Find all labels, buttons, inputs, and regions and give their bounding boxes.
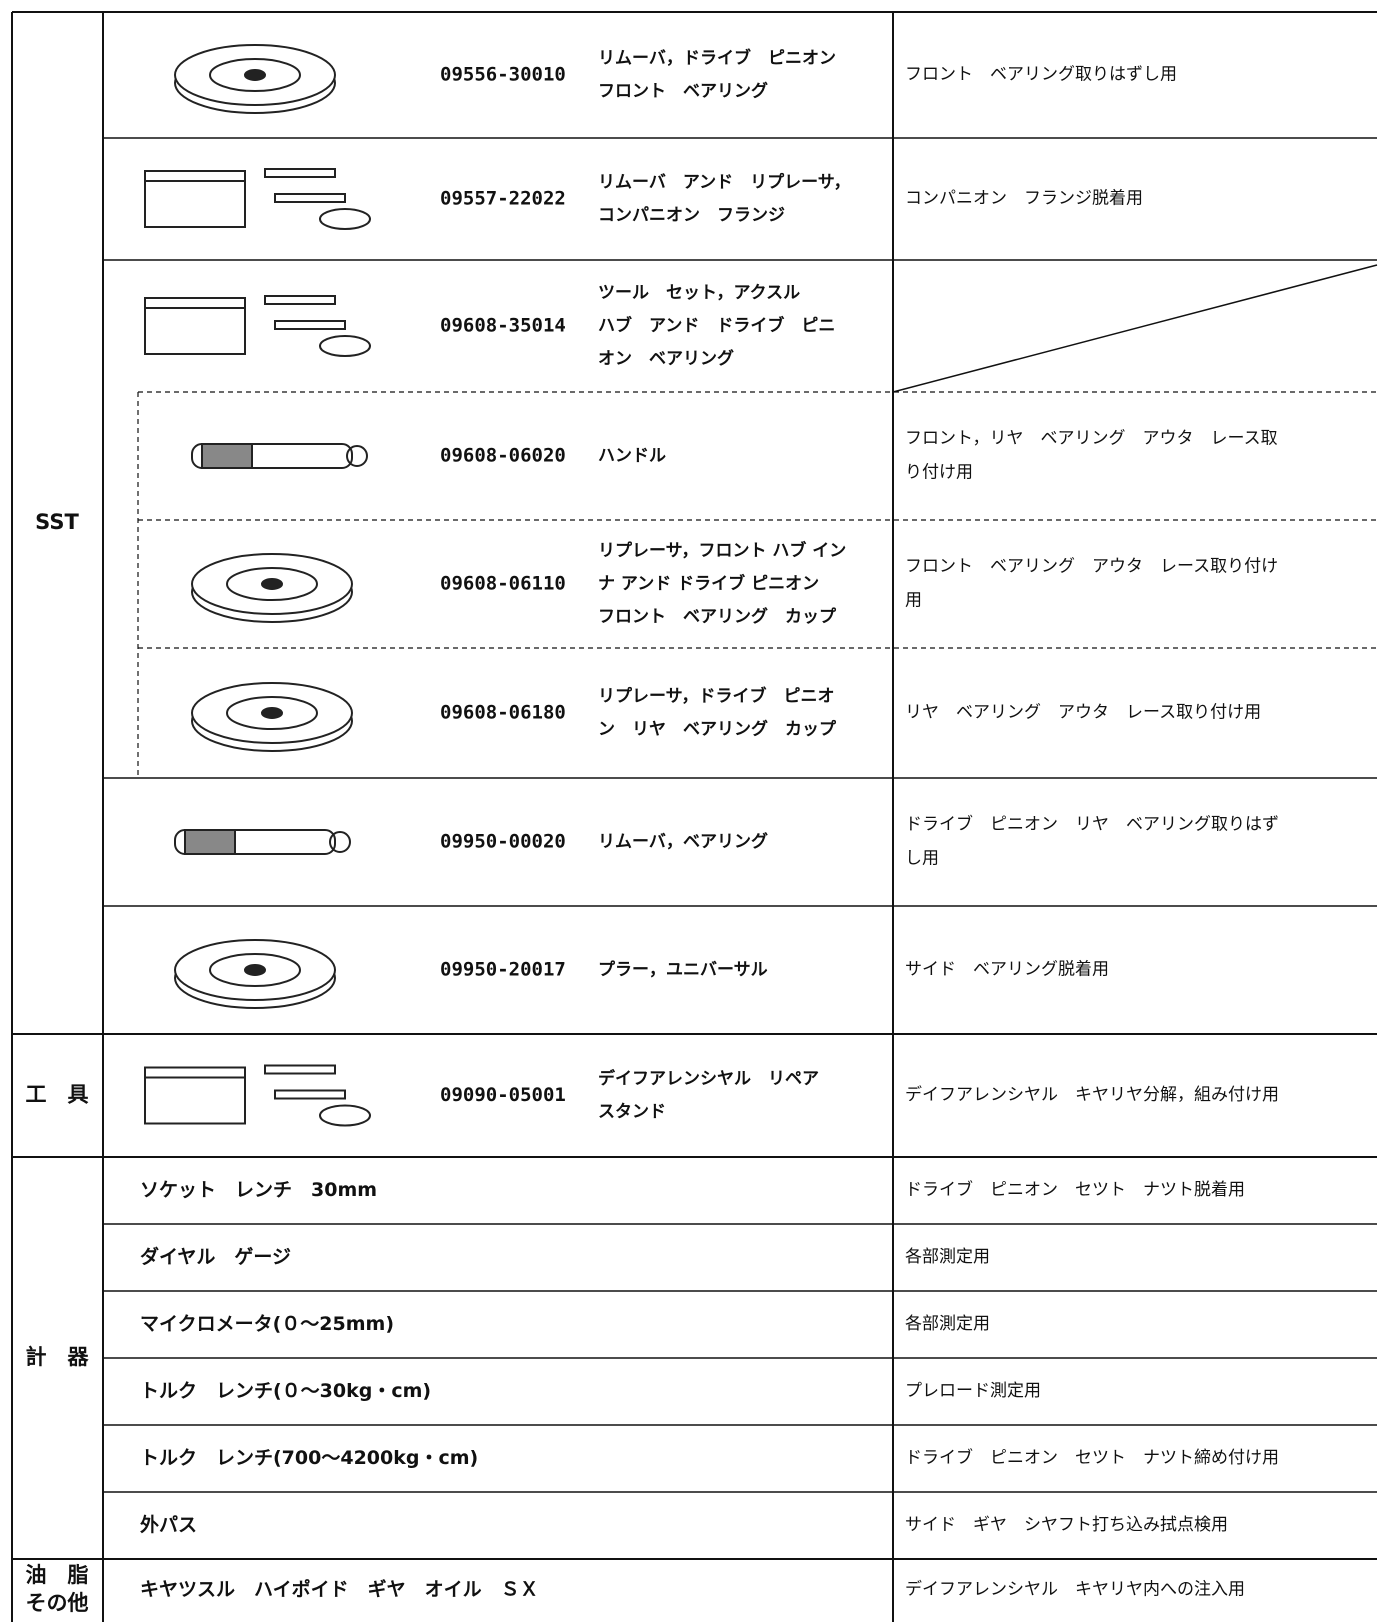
- shape: [346, 445, 368, 467]
- shape: [319, 208, 371, 230]
- cell-text: リムーバ，ベアリング: [598, 831, 768, 852]
- cell-text: フロント，リヤ ベアリング アウタ レース取: [905, 429, 1278, 449]
- tool-illustration: [144, 1064, 371, 1127]
- cell-text: フロント ベアリング アウタ レース取り付け: [905, 557, 1278, 577]
- cell-text: コンパニオン フランジ脱着用: [905, 189, 1143, 209]
- cell-text: 各部測定用: [905, 1247, 990, 1267]
- cell-text: ナ アンド ドライブ ピニオン: [598, 573, 819, 594]
- cell-text: コンパニオン フランジ: [598, 206, 785, 226]
- cell-text: ン リヤ ベアリング カップ: [598, 719, 837, 740]
- cell-text: スタンド: [598, 1102, 666, 1122]
- shape: [261, 578, 283, 590]
- shape: [274, 193, 346, 203]
- cell-text: その他: [26, 1591, 89, 1615]
- shape: [144, 170, 246, 228]
- shape: [264, 1064, 336, 1075]
- shape: [264, 168, 336, 178]
- cell-text: デイフアレンシヤル キヤリヤ分解，組み付け用: [905, 1084, 1279, 1105]
- cell-text: ハンドル: [598, 446, 666, 466]
- cell-text: し用: [905, 849, 939, 869]
- shape: [209, 953, 301, 987]
- shape: [144, 1066, 246, 1125]
- part-number: 09950-20017: [440, 959, 566, 981]
- shape: [209, 58, 301, 92]
- tool-name: ダイヤル ゲージ: [140, 1245, 291, 1268]
- tool-name: キヤツスル ハイポイド ギヤ オイル ＳＸ: [140, 1578, 539, 1601]
- shape: [244, 964, 266, 976]
- cell-text: デイフアレンシヤル キヤリヤ内への注入用: [905, 1579, 1245, 1600]
- shape: [329, 831, 351, 853]
- cell-text: フロント ベアリング取りはずし用: [905, 65, 1177, 85]
- tool-illustration: [174, 939, 336, 1009]
- cell-text: リヤ ベアリング アウタ レース取り付け用: [905, 703, 1261, 723]
- cell-text: ドライブ ピニオン セツト ナツト脱着用: [905, 1179, 1245, 1200]
- part-number: 09557-22022: [440, 188, 566, 210]
- tool-illustration: [144, 168, 371, 230]
- shape: [201, 443, 253, 469]
- cell-text: リプレーサ，フロント ハブ イン: [598, 540, 846, 561]
- cell-text: サイド ギヤ シヤフト打ち込み拭点検用: [905, 1515, 1228, 1535]
- rule: [892, 264, 1378, 393]
- shape: [226, 696, 318, 730]
- shape: [244, 69, 266, 81]
- cell-text: プレロード測定用: [905, 1381, 1041, 1401]
- cell-text: リムーバ，ドライブ ピニオン: [598, 48, 836, 69]
- part-number: 09608-06020: [440, 445, 566, 467]
- part-number: 09556-30010: [440, 64, 566, 86]
- part-number: 09950-00020: [440, 831, 566, 853]
- shape: [319, 335, 371, 357]
- cell-text: SST: [35, 510, 79, 534]
- cell-text: 工 具: [26, 1083, 89, 1107]
- part-number: 09608-06180: [440, 702, 566, 724]
- cell-text: サイド ベアリング脱着用: [905, 960, 1109, 980]
- tool-name: 外パス: [140, 1513, 197, 1536]
- cell-text: ハブ アンド ドライブ ピニ: [598, 315, 835, 336]
- shape: [184, 829, 236, 855]
- tool-illustration: [191, 553, 353, 623]
- shape: [261, 707, 283, 719]
- shape: [144, 297, 246, 355]
- cell-text: オン ベアリング: [598, 348, 734, 369]
- cell-text: 計 器: [26, 1345, 90, 1369]
- cell-text: リムーバ アンド リプレーサ，: [598, 172, 851, 193]
- tool-name: マイクロメータ(０～25mm): [140, 1313, 394, 1335]
- cell-text: ドライブ ピニオン セツト ナツト締め付け用: [905, 1447, 1279, 1468]
- cell-text: リプレーサ，ドライブ ピニオ: [598, 686, 834, 707]
- shape: [274, 1089, 346, 1100]
- cell-text: ドライブ ピニオン リヤ ベアリング取りはず: [905, 814, 1279, 835]
- cell-text: り付け用: [905, 463, 973, 483]
- cell-text: フロント ベアリング: [598, 81, 768, 102]
- tool-illustration: [191, 443, 368, 469]
- tool-name: トルク レンチ(０～30kg・cm): [140, 1380, 431, 1402]
- cell-text: プラー，ユニバーサル: [598, 959, 768, 980]
- cell-text: デイフアレンシヤル リペア: [598, 1068, 819, 1089]
- cell-text: 用: [905, 591, 922, 611]
- cell-text: 各部測定用: [905, 1314, 990, 1334]
- part-number: 09608-06110: [440, 573, 566, 595]
- tool-illustration: [174, 44, 336, 114]
- part-number: 09090-05001: [440, 1084, 566, 1106]
- tool-illustration: [191, 682, 353, 752]
- tool-illustration: [174, 829, 351, 855]
- tool-name: ソケット レンチ 30mm: [140, 1179, 377, 1201]
- part-number: 09608-35014: [440, 315, 566, 337]
- tool-illustration: [144, 295, 371, 357]
- shape: [319, 1104, 371, 1127]
- shape: [226, 567, 318, 601]
- shape: [264, 295, 336, 305]
- cell-text: ツール セット，アクスル: [598, 283, 800, 303]
- tool-name: トルク レンチ(700～4200kg・cm): [140, 1447, 478, 1469]
- cell-text: フロント ベアリング カップ: [598, 606, 837, 627]
- cell-text: 油 脂: [26, 1563, 89, 1587]
- shape: [274, 320, 346, 330]
